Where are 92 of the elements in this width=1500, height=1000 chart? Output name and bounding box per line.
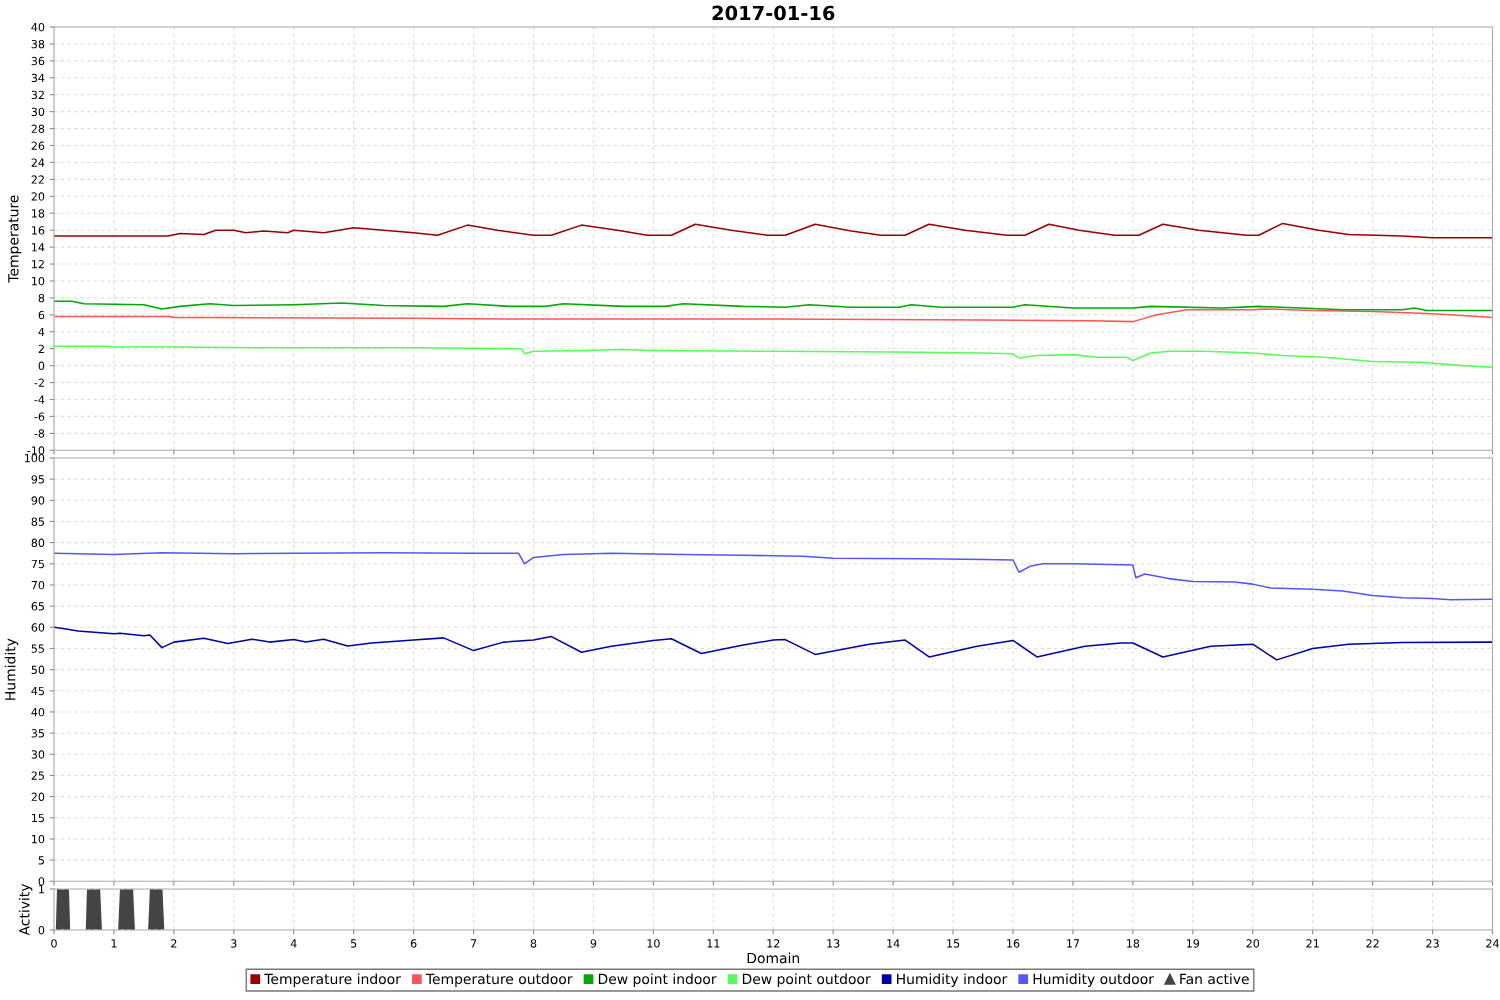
y-tick-label: 8	[38, 293, 45, 303]
y-tick-label: 85	[31, 517, 44, 526]
y-tick-label: 55	[31, 644, 44, 653]
y-tick-label: 38	[31, 39, 45, 49]
y-tick-label: 0	[38, 925, 45, 935]
legend-label: Temperature outdoor	[425, 973, 573, 987]
y-tick-label: 28	[31, 124, 45, 133]
x-axis-title: Domain	[747, 952, 800, 964]
x-tick-label: 3	[231, 939, 237, 948]
y-tick-label: 6	[38, 310, 45, 320]
y-tick-label: 26	[31, 141, 45, 150]
x-tick-label: 20	[1246, 939, 1260, 948]
y-tick-label: 18	[32, 209, 45, 218]
x-tick-label: 7	[470, 939, 477, 948]
x-tick-label: 24	[1486, 939, 1499, 948]
y-tick-label: 14	[32, 243, 45, 252]
x-tick-label: 12	[767, 939, 780, 948]
x-tick-label: 6	[410, 939, 417, 948]
y-tick-label: 20	[31, 192, 45, 201]
x-tick-label: 0	[51, 939, 57, 948]
y-tick-label: 30	[31, 750, 45, 759]
line-series	[54, 308, 1493, 323]
x-tick-label: 22	[1366, 939, 1379, 948]
y-tick-label: 15	[32, 813, 44, 823]
legend-label: Humidity indoor	[897, 973, 1008, 987]
y-tick-label: 12	[32, 260, 44, 269]
y-tick-label: -6	[34, 412, 45, 421]
line-series	[54, 345, 1493, 369]
y-tick-label: 40	[31, 22, 45, 32]
x-tick-label: 14	[887, 939, 900, 948]
y-tick-label: 36	[31, 56, 45, 66]
y-tick-label: 1	[39, 885, 44, 894]
y-tick-label: 0	[38, 361, 45, 371]
x-tick-label: 8	[530, 939, 537, 948]
chart-title: 2017-01-16	[712, 5, 835, 21]
y-tick-label: 70	[31, 580, 45, 590]
line-series	[54, 300, 1493, 312]
x-tick-label: 17	[1067, 939, 1080, 948]
legend-label: Humidity outdoor	[1033, 973, 1154, 987]
legend-label: Temperature indoor	[264, 973, 401, 987]
x-tick-label: 5	[351, 939, 357, 948]
y-tick-label: -4	[34, 395, 45, 404]
y-tick-label: 30	[31, 107, 45, 117]
y-tick-label: 95	[31, 475, 44, 484]
y-tick-label: 5	[38, 856, 44, 865]
y-tick-label: 32	[31, 90, 44, 100]
y-tick-label: -8	[34, 429, 45, 438]
legend-label: Dew point indoor	[598, 973, 717, 987]
y-tick-label: 35	[31, 729, 44, 738]
y-axis-title: Activity	[18, 883, 33, 936]
x-tick-label: 9	[590, 939, 597, 948]
line-series	[54, 552, 1493, 601]
x-tick-label: 2	[171, 939, 177, 948]
legend-label: Fan active	[1180, 973, 1249, 985]
y-tick-label: 4	[38, 327, 45, 336]
y-axis-title: Humidity	[4, 638, 19, 700]
x-tick-label: 10	[647, 939, 660, 948]
y-tick-label: 34	[31, 73, 45, 83]
y-tick-label: 40	[31, 707, 45, 717]
x-tick-label: 23	[1426, 939, 1439, 948]
line-series	[54, 222, 1493, 239]
y-tick-label: 50	[31, 665, 45, 675]
x-tick-label: 4	[290, 939, 297, 948]
legend-label: Dew point outdoor	[742, 973, 871, 987]
line-series	[54, 626, 1493, 661]
y-tick-label: 24	[31, 158, 45, 167]
x-tick-label: 11	[707, 939, 720, 948]
y-tick-label: -2	[34, 378, 44, 387]
y-tick-label: 60	[31, 623, 45, 632]
y-tick-label: -10	[27, 446, 45, 455]
y-tick-label: 90	[31, 496, 45, 505]
x-tick-label: 18	[1127, 939, 1140, 948]
x-tick-label: 19	[1186, 939, 1200, 948]
y-tick-label: 75	[31, 559, 44, 569]
x-tick-label: 15	[947, 939, 960, 948]
x-tick-label: 13	[827, 939, 840, 948]
y-tick-label: 10	[32, 834, 45, 844]
y-tick-label: 20	[31, 792, 45, 801]
y-tick-label: 80	[31, 538, 45, 548]
x-tick-label: 1	[111, 939, 117, 948]
y-tick-label: 25	[31, 771, 44, 780]
y-tick-label: 65	[31, 602, 44, 611]
x-tick-label: 21	[1306, 939, 1319, 948]
y-axis-title: Temperature	[8, 195, 22, 283]
y-tick-label: 2	[38, 344, 44, 353]
y-tick-label: 22	[31, 175, 44, 184]
y-tick-label: 10	[32, 276, 45, 286]
y-tick-label: 0	[38, 877, 45, 886]
y-tick-label: 45	[31, 686, 44, 696]
y-tick-label: 100	[24, 453, 45, 463]
y-tick-label: 16	[32, 226, 45, 235]
x-tick-label: 16	[1007, 939, 1020, 948]
